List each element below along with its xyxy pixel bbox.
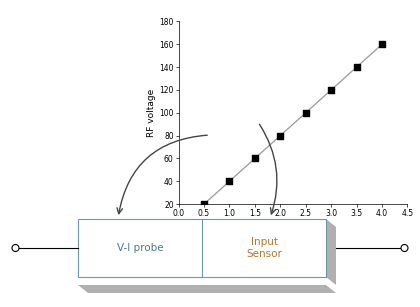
Point xyxy=(201,202,207,207)
Point xyxy=(378,42,385,47)
Polygon shape xyxy=(326,219,336,285)
Point xyxy=(277,133,284,138)
Point xyxy=(226,179,233,184)
Text: Input
Sensor: Input Sensor xyxy=(246,237,282,259)
Y-axis label: RF voltage: RF voltage xyxy=(147,89,156,137)
Point xyxy=(252,156,258,161)
Point xyxy=(302,110,309,115)
Bar xyxy=(78,219,326,277)
Circle shape xyxy=(401,244,408,251)
Polygon shape xyxy=(78,285,336,293)
Point xyxy=(328,87,334,92)
X-axis label: ADC DC voltage: ADC DC voltage xyxy=(257,221,329,230)
Text: V-I probe: V-I probe xyxy=(117,243,163,253)
Circle shape xyxy=(12,244,19,251)
Point xyxy=(353,65,360,70)
